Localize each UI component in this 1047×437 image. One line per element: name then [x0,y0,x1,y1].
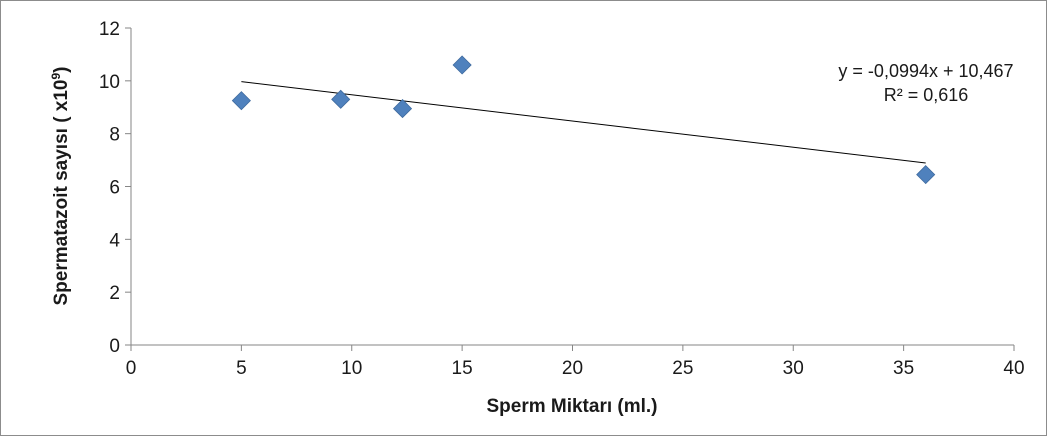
x-tick-label: 0 [126,358,137,379]
x-tick-label: 35 [893,358,914,379]
x-tick-label: 25 [672,358,693,379]
x-tick-label: 10 [341,358,362,379]
x-tick-label: 30 [783,358,804,379]
y-tick-label: 4 [109,230,120,251]
data-point-marker [916,165,936,185]
data-point-marker [331,89,351,109]
x-axis-label: Sperm Miktarı (ml.) [486,396,657,417]
y-tick-label: 10 [99,72,120,93]
y-axis-label-close: ) [51,66,72,72]
y-tick-label: 12 [99,19,120,40]
y-tick-label: 6 [109,178,120,199]
r-squared-label: R² = 0,616 [884,85,969,105]
y-tick-label: 8 [109,125,120,146]
x-tick-label: 5 [236,358,247,379]
y-axis-label-main: Spermatazoit sayısı ( x10 [51,80,72,306]
x-tick-labels: 0 5 10 15 20 25 30 35 40 [126,345,1025,379]
trendline-layer [241,81,926,164]
data-point-marker [231,91,251,111]
y-axis-label: Spermatazoit sayısı ( x109) [49,66,72,305]
y-tick-label: 0 [109,336,120,357]
y-axis-label-superscript: 9 [49,73,63,80]
x-tick-label: 40 [1003,358,1024,379]
y-tick-label: 2 [109,283,120,304]
data-point-marker [452,55,472,75]
trendline [241,81,926,164]
data-point-marker [392,99,413,119]
y-tick-labels: 0 2 4 6 8 10 12 [99,19,131,357]
x-tick-label: 20 [562,358,583,379]
x-tick-label: 15 [452,358,473,379]
trendline-equation: y = -0,0994x + 10,467 [838,61,1013,81]
data-points [231,55,936,185]
